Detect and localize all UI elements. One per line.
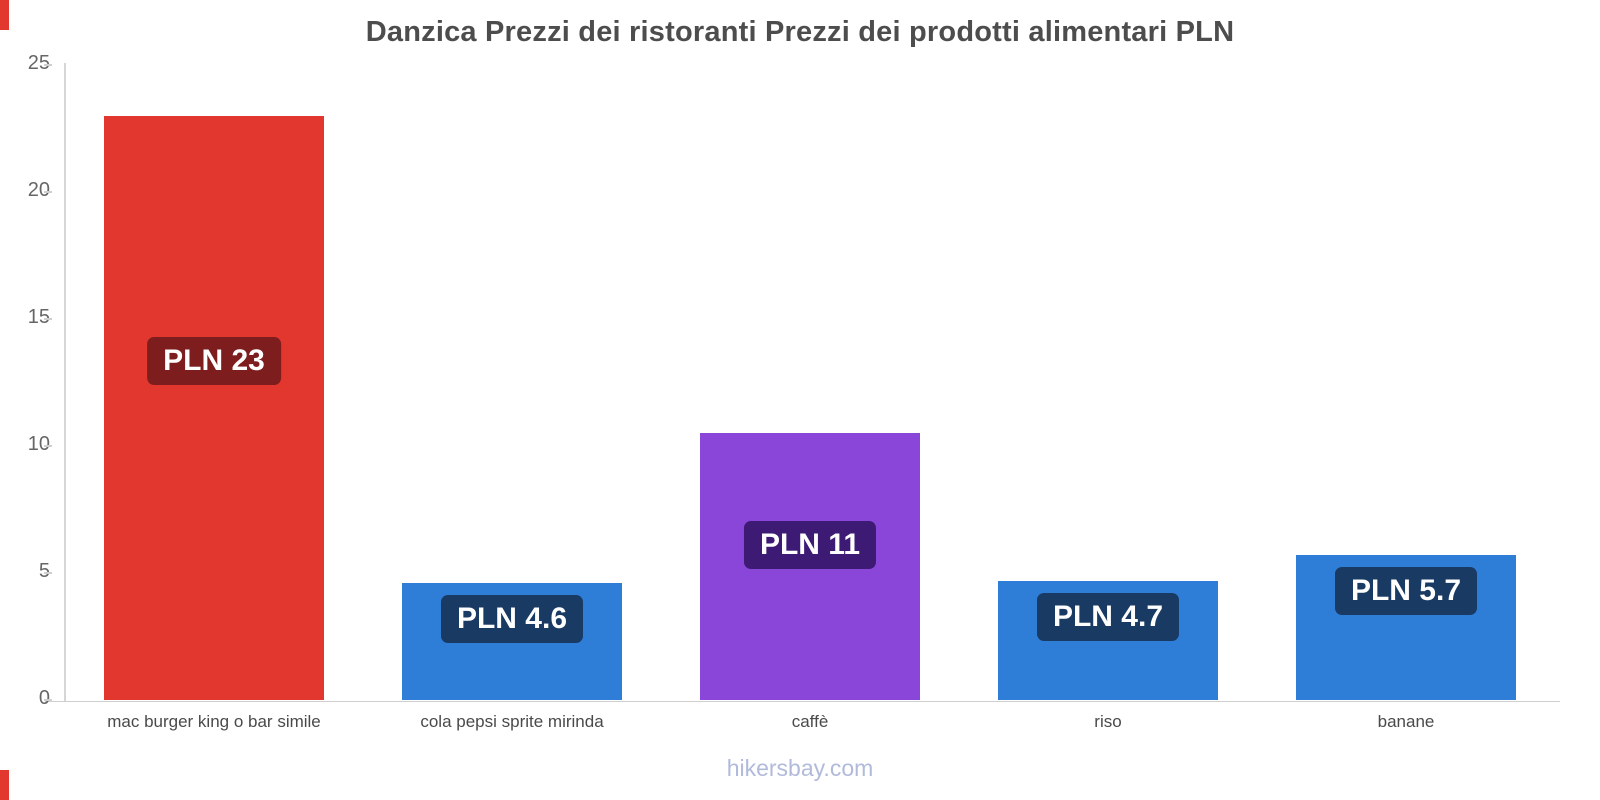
y-axis-tick-mark	[44, 318, 52, 320]
x-axis-category-label: mac burger king o bar simile	[107, 712, 321, 731]
watermark: hikersbay.com	[726, 755, 874, 781]
bar-value-label: PLN 11	[743, 521, 877, 570]
x-axis-line	[45, 701, 1560, 702]
bottom-left-accent-bar	[0, 770, 9, 800]
bar-value-label: PLN 4.6	[440, 595, 584, 644]
bar-1	[104, 115, 324, 700]
bar-value-label: PLN 23	[147, 337, 281, 386]
y-axis-tick-label: 20	[27, 179, 50, 201]
y-axis-tick-mark	[44, 699, 52, 701]
y-axis-line	[64, 63, 66, 702]
y-axis-tick-label: 0	[38, 687, 50, 709]
y-axis-tick-label: 5	[38, 560, 50, 582]
chart-title: Danzica Prezzi dei ristoranti Prezzi dei…	[365, 16, 1235, 48]
y-axis-tick-mark	[44, 445, 52, 447]
y-axis-tick-mark	[44, 64, 52, 66]
x-axis-category-label: riso	[1094, 712, 1122, 731]
bar-value-label: PLN 4.7	[1036, 592, 1180, 641]
x-axis-category-label: caffè	[791, 712, 829, 731]
x-axis-category-label: cola pepsi sprite mirinda	[420, 712, 604, 731]
y-axis-tick-label: 15	[27, 306, 50, 328]
y-axis-tick-label: 10	[27, 433, 50, 455]
x-axis-category-label: banane	[1377, 712, 1435, 731]
y-axis-tick-mark	[44, 572, 52, 574]
y-axis-tick-mark	[44, 191, 52, 193]
y-axis-tick-label: 25	[27, 52, 50, 74]
bar-value-label: PLN 5.7	[1334, 567, 1478, 616]
top-left-accent-bar	[0, 0, 9, 30]
